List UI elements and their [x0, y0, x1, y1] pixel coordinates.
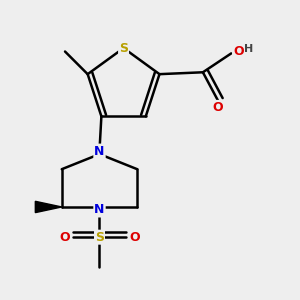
- Text: S: S: [119, 42, 128, 55]
- Text: N: N: [94, 145, 105, 158]
- Text: S: S: [95, 231, 104, 244]
- Text: O: O: [233, 45, 244, 58]
- Polygon shape: [35, 201, 62, 213]
- Text: N: N: [94, 203, 105, 217]
- Text: O: O: [129, 231, 140, 244]
- Text: H: H: [244, 44, 254, 54]
- Text: O: O: [213, 101, 223, 114]
- Text: O: O: [59, 231, 70, 244]
